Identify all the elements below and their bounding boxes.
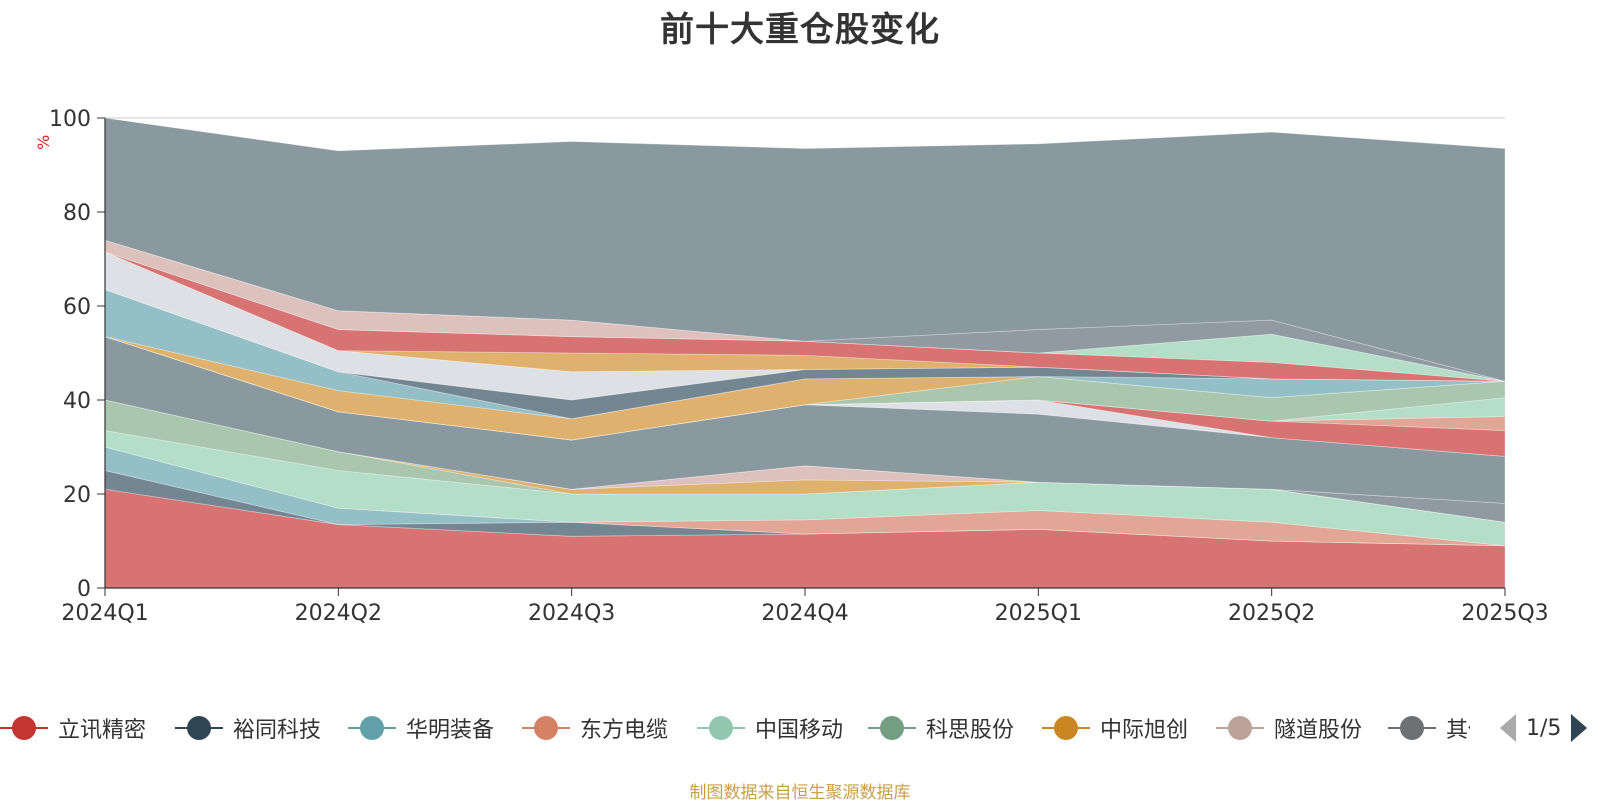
legend-label: 立讯精密: [58, 718, 147, 743]
y-tick-label-100: 100: [49, 107, 91, 132]
area-series-25: [104, 117, 1506, 382]
y-axis-label: %: [34, 134, 53, 150]
legend-marker-icon: [175, 715, 223, 741]
legend-item-9[interactable]: 其他: [1388, 710, 1470, 746]
area-series-15: [104, 336, 1506, 441]
legend-item-7[interactable]: 中际旭创: [1042, 710, 1188, 746]
y-tick-label-0: 0: [77, 577, 91, 602]
legend-label: 华明装备: [406, 718, 495, 743]
x-tick-label-2024Q4: 2024Q4: [761, 601, 848, 626]
legend-label: 东方电缆: [580, 718, 669, 743]
legend-marker-icon: [1216, 715, 1264, 741]
source-note: 制图数据来自恒生聚源数据库: [689, 783, 911, 803]
legend-pager: 1/5: [1500, 710, 1588, 746]
legend-marker-icon: [868, 715, 916, 741]
axes: 0 20 40 60 80 100 2024Q1 2024Q2 2024Q3 2024Q4 2025…: [49, 107, 1549, 626]
y-tick-label-20: 20: [63, 483, 91, 508]
y-tick-label-80: 80: [63, 201, 91, 226]
x-tick-label-2025Q3: 2025Q3: [1461, 601, 1548, 626]
page-prev-icon[interactable]: [1500, 714, 1516, 742]
x-tick-label-2025Q1: 2025Q1: [995, 601, 1082, 626]
x-tick-label-2025Q2: 2025Q2: [1228, 601, 1315, 626]
legend-item-6[interactable]: 科思股份: [868, 710, 1014, 746]
chart-title: 前十大重仓股变化: [660, 10, 940, 50]
legend-label: 裕同科技: [233, 718, 322, 743]
legend-item-4[interactable]: 东方电缆: [522, 710, 668, 746]
x-tick-label-2024Q3: 2024Q3: [528, 601, 615, 626]
page-indicator: 1/5: [1526, 715, 1562, 741]
legend-item-3[interactable]: 华明装备: [348, 710, 494, 746]
legend-marker-icon: [522, 715, 570, 741]
y-tick-label-40: 40: [63, 389, 91, 414]
legend-marker-icon: [0, 715, 48, 741]
legend-label: 隧道股份: [1274, 718, 1363, 743]
area-series-9: [104, 399, 1506, 523]
legend-marker-icon: [697, 715, 745, 741]
area-series-12: [104, 336, 1506, 457]
legend-marker-icon: [348, 715, 396, 741]
legend-marker-icon: [1388, 715, 1436, 741]
legend-marker-icon: [1042, 715, 1090, 741]
legend-item-5[interactable]: 中国移动: [697, 710, 843, 746]
legend-item-2[interactable]: 裕同科技: [175, 710, 321, 746]
area-series-17: [104, 288, 1506, 420]
stacked-area-chart: 0 20 40 60 80 100 2024Q1 2024Q2 2024Q3 2024Q4 2025…: [49, 107, 1549, 626]
legend-item-8[interactable]: 隧道股份: [1216, 710, 1362, 746]
page-next-icon[interactable]: [1571, 714, 1588, 742]
legend-label: 中际旭创: [1100, 718, 1189, 743]
area-series: [104, 117, 1506, 589]
area-series-10: [104, 336, 1506, 504]
legend-label: 科思股份: [926, 718, 1015, 743]
legend-item-1[interactable]: 立讯精密: [0, 710, 146, 746]
area-series-14: [104, 336, 1506, 441]
x-tick-label-2024Q2: 2024Q2: [295, 601, 382, 626]
legend-items: 立讯精密 裕同科技 华明装备 东方电缆 中国移动 科思股份 中际旭创 隧道股份 其他: [0, 710, 1470, 746]
y-tick-label-60: 60: [63, 295, 91, 320]
legend: 立讯精密 裕同科技 华明装备 东方电缆 中国移动 科思股份 中际旭创 隧道股份 其他 1/5: [0, 710, 1600, 746]
x-tick-label-2024Q1: 2024Q1: [61, 601, 148, 626]
area-series-13: [104, 336, 1506, 441]
legend-label: 其他: [1446, 718, 1470, 743]
legend-label: 中国移动: [755, 718, 844, 743]
